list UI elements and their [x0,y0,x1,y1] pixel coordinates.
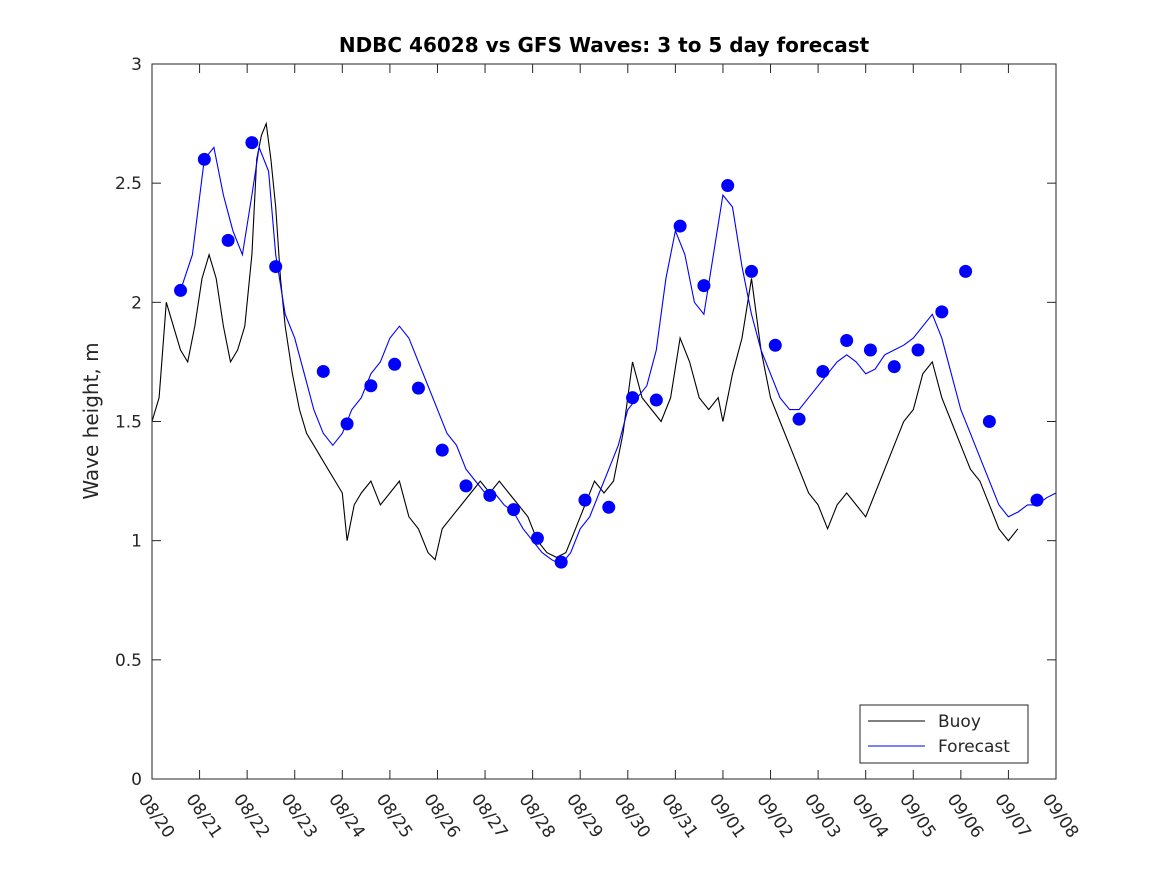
x-tick-label: 09/07 [990,790,1034,842]
forecast-marker [197,152,211,166]
forecast-marker [435,443,449,457]
x-tick-label: 08/31 [657,790,701,842]
y-tick-label: 3 [131,55,142,75]
legend: Buoy Forecast [859,704,1029,764]
forecast-marker [174,283,188,297]
forecast-marker [697,279,711,293]
forecast-marker [221,233,235,247]
forecast-marker [507,503,521,517]
forecast-marker [911,343,925,357]
x-tick-label: 09/05 [895,790,939,842]
forecast-marker [269,260,283,274]
forecast-marker [721,179,735,193]
forecast-marker [554,555,568,569]
forecast-marker [578,493,592,507]
legend-forecast-label: Forecast [938,737,1010,757]
x-tick-label: 08/20 [134,790,178,842]
x-tick-label: 08/30 [610,790,654,842]
forecast-marker [316,364,330,378]
x-tick-label: 08/21 [181,790,225,842]
forecast-marker [530,531,544,545]
forecast-marker-layer [174,136,1044,569]
forecast-marker [245,136,259,150]
forecast-marker [982,415,996,428]
forecast-marker [816,364,830,378]
x-tick-label: 09/03 [800,790,844,842]
forecast-marker [459,479,473,493]
forecast-marker [649,393,663,407]
forecast-marker [340,417,354,431]
chart-title: NDBC 46028 vs GFS Waves: 3 to 5 day fore… [339,33,870,57]
x-tick-label: 08/23 [277,790,321,842]
x-tick-label: 09/02 [752,790,796,842]
y-axis: 0 0.5 1 1.5 2 2.5 3 [115,55,1056,790]
series-line-forecast [179,145,1056,566]
forecast-marker [388,357,402,371]
x-tick-label: 08/28 [515,790,559,842]
y-axis-label: Wave height, m [79,342,103,499]
forecast-marker [364,379,378,393]
x-tick-label: 08/29 [562,790,606,842]
x-tick-label: 09/04 [848,790,892,842]
y-tick-label: 0.5 [115,651,142,671]
forecast-marker [673,219,687,233]
x-tick-label: 09/06 [943,790,987,842]
forecast-marker [602,500,616,514]
forecast-marker [959,264,973,278]
plot-frame [151,63,1057,780]
y-tick-label: 2 [131,293,142,313]
x-tick-label: 08/27 [467,790,511,842]
forecast-marker [935,305,949,319]
forecast-marker [411,381,425,395]
legend-box [859,704,1029,764]
forecast-marker [1030,493,1044,507]
x-tick-label: 08/24 [324,790,368,842]
forecast-marker [863,343,877,357]
x-tick-label: 08/25 [372,790,416,842]
y-tick-label: 1 [131,532,142,552]
x-tick-label: 08/26 [419,790,463,842]
forecast-marker [792,412,806,426]
forecast-marker [768,338,782,352]
forecast-marker [887,360,901,374]
x-tick-label: 09/01 [705,790,749,842]
legend-buoy-label: Buoy [938,712,981,732]
y-tick-label: 0 [131,770,142,790]
forecast-marker [626,391,640,405]
y-tick-label: 2.5 [115,174,142,194]
forecast-marker [744,264,758,278]
x-tick-label: 08/22 [229,790,273,842]
y-tick-label: 1.5 [115,413,142,433]
x-tick-label: 09/08 [1038,790,1082,842]
forecast-marker [483,488,497,502]
forecast-marker [840,333,854,347]
